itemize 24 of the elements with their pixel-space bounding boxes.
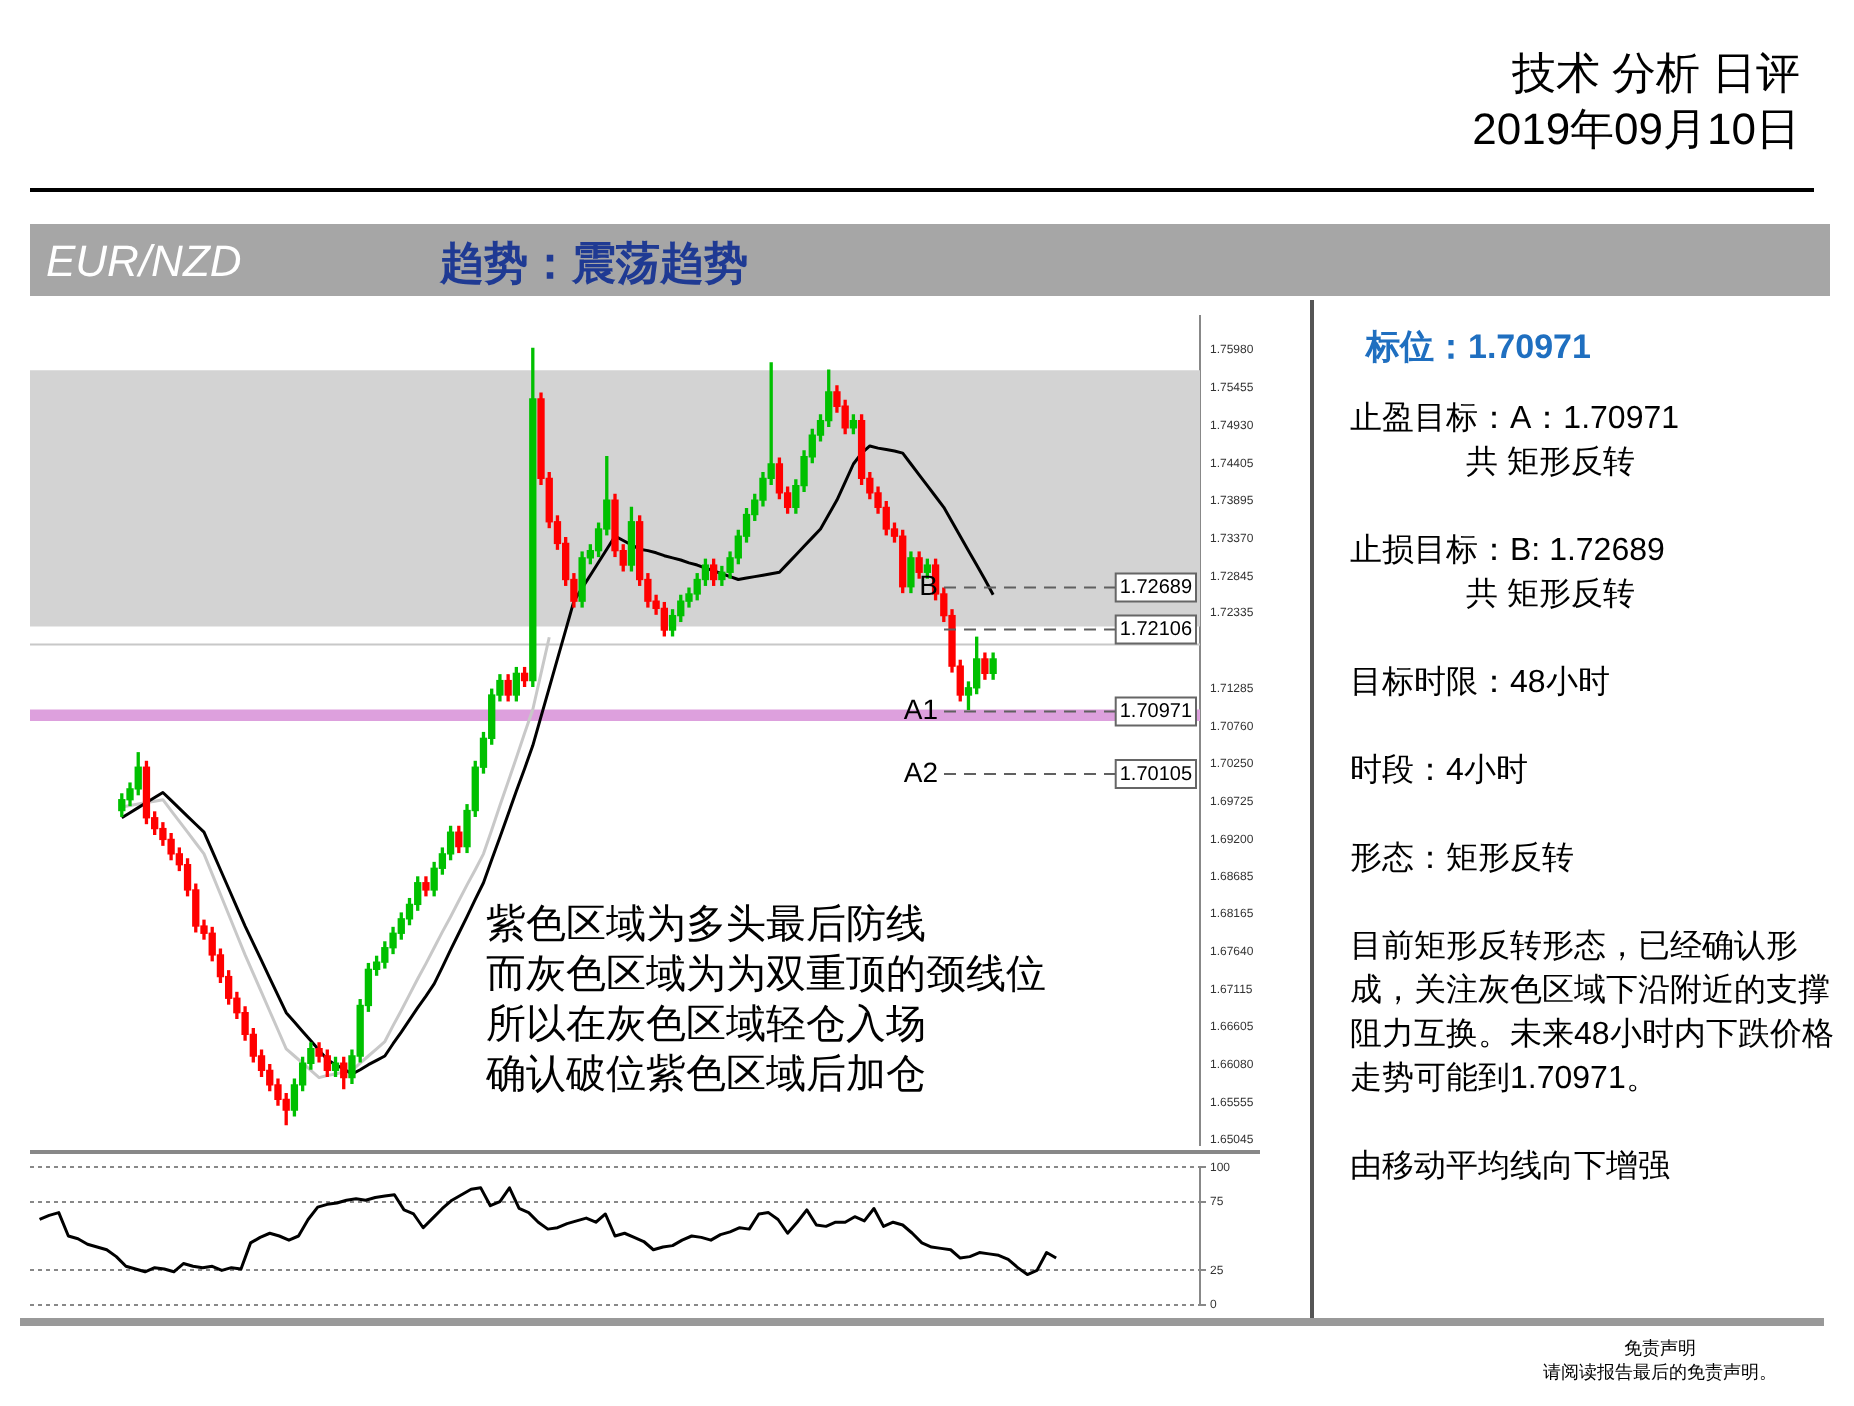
text: 止损目标：B: 1.72689 共 矩形反转 xyxy=(1350,531,1667,616)
text: 形态：矩形反转 xyxy=(1350,839,1576,880)
text: 由移动平均线向下增强 xyxy=(1350,1147,1672,1188)
text: 2019年09月10日 xyxy=(1470,102,1800,158)
chart-subtitle: 趋势：震荡趋势 xyxy=(440,236,748,292)
text: 标位：1.70971 xyxy=(1366,326,1593,370)
annotation: 紫色区域为多头最后防线 xyxy=(486,903,926,948)
ref-line-label: 1.70971 xyxy=(1119,701,1193,724)
annotation: 确认破位紫色区域后加仓 xyxy=(484,1053,926,1098)
annotation: A2 xyxy=(903,755,939,788)
text: 免责声明 xyxy=(1622,1336,1698,1362)
text: 止盈目标：A：1.70971 共 矩形反转 xyxy=(1350,399,1682,484)
text: 请阅读报告最后的免责声明。 xyxy=(1541,1360,1779,1386)
annotation: 而灰色区域为为双重顶的颈线位 xyxy=(486,953,1046,998)
chart-title: EUR/NZD xyxy=(46,236,242,288)
ref-line-label: 1.72106 xyxy=(1119,619,1193,642)
text: 目标时限：48小时 xyxy=(1350,663,1612,704)
text: 技术 分析 日评 xyxy=(1509,46,1800,102)
text: 目前矩形反转形态，已经确认形成，关注灰色区域下沿附近的支撑阻力互换。未来48小时内下跌价格走势可能到1.70971。 xyxy=(1350,927,1836,1100)
ref-line-label: 1.72689 xyxy=(1119,577,1193,600)
annotation: A1 xyxy=(903,693,939,726)
text: 时段：4小时 xyxy=(1350,751,1530,792)
ref-line-label: 1.70105 xyxy=(1119,763,1193,786)
annotation: 所以在灰色区域轻仓入场 xyxy=(486,1003,926,1048)
